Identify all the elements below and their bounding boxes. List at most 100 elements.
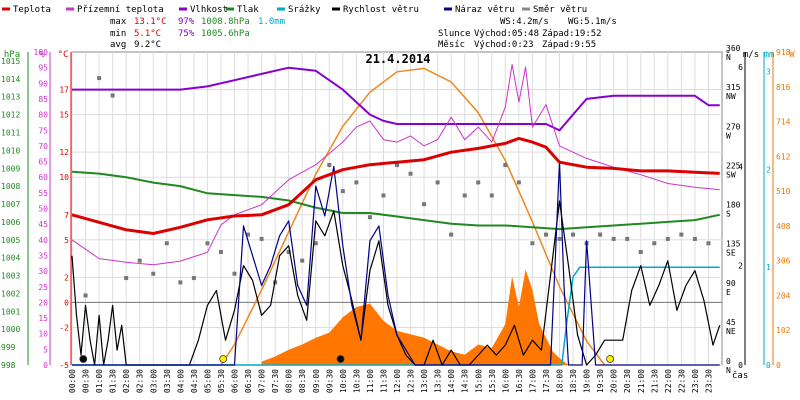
hum-tick-2: 10 bbox=[38, 330, 48, 339]
press-tick-10: 1008 bbox=[1, 182, 20, 191]
stat-avg-temp: 9.2°C bbox=[134, 40, 161, 50]
x-tick-label-27: 13:30 bbox=[434, 369, 443, 393]
stat-max-temp: 13.1°C bbox=[134, 17, 167, 27]
legend-label-tlak: Tlak bbox=[237, 5, 259, 15]
hum-tick-11: 55 bbox=[38, 189, 48, 198]
axis-unit-right-2: mm bbox=[764, 50, 775, 60]
press-tick-8: 1006 bbox=[1, 218, 20, 227]
x-tick-label-29: 14:30 bbox=[461, 369, 470, 393]
temp-tick-4: 5 bbox=[64, 236, 69, 245]
hum-tick-1: 5 bbox=[43, 345, 48, 354]
dir-tick-8: 360 bbox=[726, 44, 741, 53]
solar-tick-0: 0 bbox=[776, 361, 781, 370]
wind-dir-point bbox=[137, 258, 142, 263]
dir-tick-name-2: E bbox=[726, 288, 731, 297]
legend-item-tlak: Tlak bbox=[226, 5, 259, 15]
wind-dir-point bbox=[571, 232, 576, 237]
temp-tick-6: 10 bbox=[59, 173, 69, 182]
axis-unit-right-0: ° bbox=[725, 50, 730, 60]
axes: hPa% °C ° m/s mm W998999100010011002100310041… bbox=[1, 44, 795, 375]
press-tick-6: 1004 bbox=[1, 254, 20, 263]
stat-ws: WS:4.2m/s bbox=[500, 17, 549, 27]
x-tick-label-36: 18:00 bbox=[556, 369, 565, 393]
hum-tick-18: 90 bbox=[38, 79, 48, 88]
wind-dir-point bbox=[679, 232, 684, 237]
press-tick-14: 1012 bbox=[1, 111, 20, 120]
x-axis-labels: 00:00 00:30 01:00 01:30 02:00 02:30 03:00 03:30… bbox=[68, 369, 713, 393]
hum-tick-15: 75 bbox=[38, 126, 48, 135]
legend-item-prizemni: Přízemní teplota bbox=[66, 5, 164, 15]
solar-tick-2: 204 bbox=[776, 291, 791, 300]
chart-title: 21.4.2014 bbox=[365, 52, 430, 66]
solar-tick-9: 918 bbox=[776, 48, 791, 57]
x-tick-label-25: 12:30 bbox=[407, 369, 416, 393]
hum-tick-16: 80 bbox=[38, 111, 48, 120]
stat-max-rain: 1.0mm bbox=[258, 17, 285, 27]
stat-moon-label: Měsíc bbox=[438, 40, 465, 50]
press-tick-17: 1015 bbox=[1, 57, 20, 66]
wind-dir-point bbox=[408, 171, 413, 176]
solar-tick-7: 714 bbox=[776, 118, 791, 127]
wind-dir-point bbox=[286, 249, 291, 254]
x-tick-label-41: 20:30 bbox=[623, 369, 632, 393]
wind-dir-point bbox=[381, 193, 386, 198]
dir-tick-4: 180 bbox=[726, 201, 741, 210]
solar-measured-area bbox=[261, 269, 569, 365]
hum-tick-13: 65 bbox=[38, 158, 48, 167]
wind-gust-line bbox=[72, 160, 720, 366]
x-tick-label-24: 12:00 bbox=[393, 369, 402, 393]
dir-tick-name-7: NW bbox=[726, 92, 736, 101]
stat-moon-set: Západ:9:55 bbox=[542, 40, 596, 50]
stat-wg: WG:5.1m/s bbox=[568, 17, 617, 27]
x-tick-label-5: 02:30 bbox=[136, 369, 145, 393]
x-tick-label-34: 17:00 bbox=[528, 369, 537, 393]
legend-item-vlhkost: Vlhkost bbox=[179, 5, 228, 15]
rain-tick-2: 2 bbox=[766, 165, 771, 174]
x-tick-label-22: 11:00 bbox=[366, 369, 375, 393]
hum-tick-3: 15 bbox=[38, 314, 48, 323]
hum-tick-9: 45 bbox=[38, 220, 48, 229]
hum-tick-6: 30 bbox=[38, 267, 48, 276]
x-tick-label-13: 06:30 bbox=[244, 369, 253, 393]
hum-tick-5: 25 bbox=[38, 283, 48, 292]
hum-tick-12: 60 bbox=[38, 173, 48, 182]
temp-tick-0: -5 bbox=[59, 361, 69, 370]
wind-tick-2: 4 bbox=[738, 162, 743, 171]
x-tick-label-37: 18:30 bbox=[569, 369, 578, 393]
press-tick-9: 1007 bbox=[1, 200, 20, 209]
sun-moon-marker-0 bbox=[79, 355, 88, 363]
press-tick-11: 1009 bbox=[1, 164, 20, 173]
x-axis-label: čas bbox=[732, 370, 748, 381]
dir-tick-6: 270 bbox=[726, 122, 741, 131]
x-tick-label-21: 10:30 bbox=[352, 369, 361, 393]
stat-min-press: 1005.6hPa bbox=[201, 29, 250, 39]
stat-sun-label: Slunce bbox=[438, 29, 471, 39]
wind-dir-point bbox=[530, 241, 535, 246]
x-tick-label-31: 15:30 bbox=[488, 369, 497, 393]
dir-tick-0: 0 bbox=[726, 357, 731, 366]
wind-dir-point bbox=[692, 236, 697, 241]
stat-max-hum: 97% bbox=[178, 17, 195, 27]
x-tick-label-28: 14:00 bbox=[447, 369, 456, 393]
wind-tick-0: 0 bbox=[738, 361, 743, 370]
wind-dir-point bbox=[503, 163, 508, 168]
x-tick-label-9: 04:30 bbox=[190, 369, 199, 393]
stat-sun-rise: Východ:05:48 bbox=[474, 29, 539, 39]
dir-tick-1: 45 bbox=[726, 318, 736, 327]
stat-min-hum: 75% bbox=[178, 29, 195, 39]
x-tick-label-23: 11:30 bbox=[379, 369, 388, 393]
hum-tick-19: 95 bbox=[38, 64, 48, 73]
x-tick-label-35: 17:30 bbox=[542, 369, 551, 393]
axis-unit-left-1: % bbox=[39, 50, 45, 60]
sun-moon-marker-1 bbox=[219, 355, 228, 363]
temp-tick-5: 7 bbox=[64, 211, 69, 220]
wind-dir-point bbox=[449, 232, 454, 237]
x-tick-label-46: 23:00 bbox=[691, 369, 700, 393]
wind-dir-point bbox=[435, 180, 440, 185]
wind-dir-point bbox=[354, 180, 359, 185]
x-tick-label-39: 19:30 bbox=[596, 369, 605, 393]
sun-moon-marker-3 bbox=[606, 355, 614, 363]
stat-min-label: min bbox=[110, 29, 126, 39]
wind-dir-point bbox=[97, 76, 102, 81]
x-tick-label-7: 03:30 bbox=[163, 369, 172, 393]
